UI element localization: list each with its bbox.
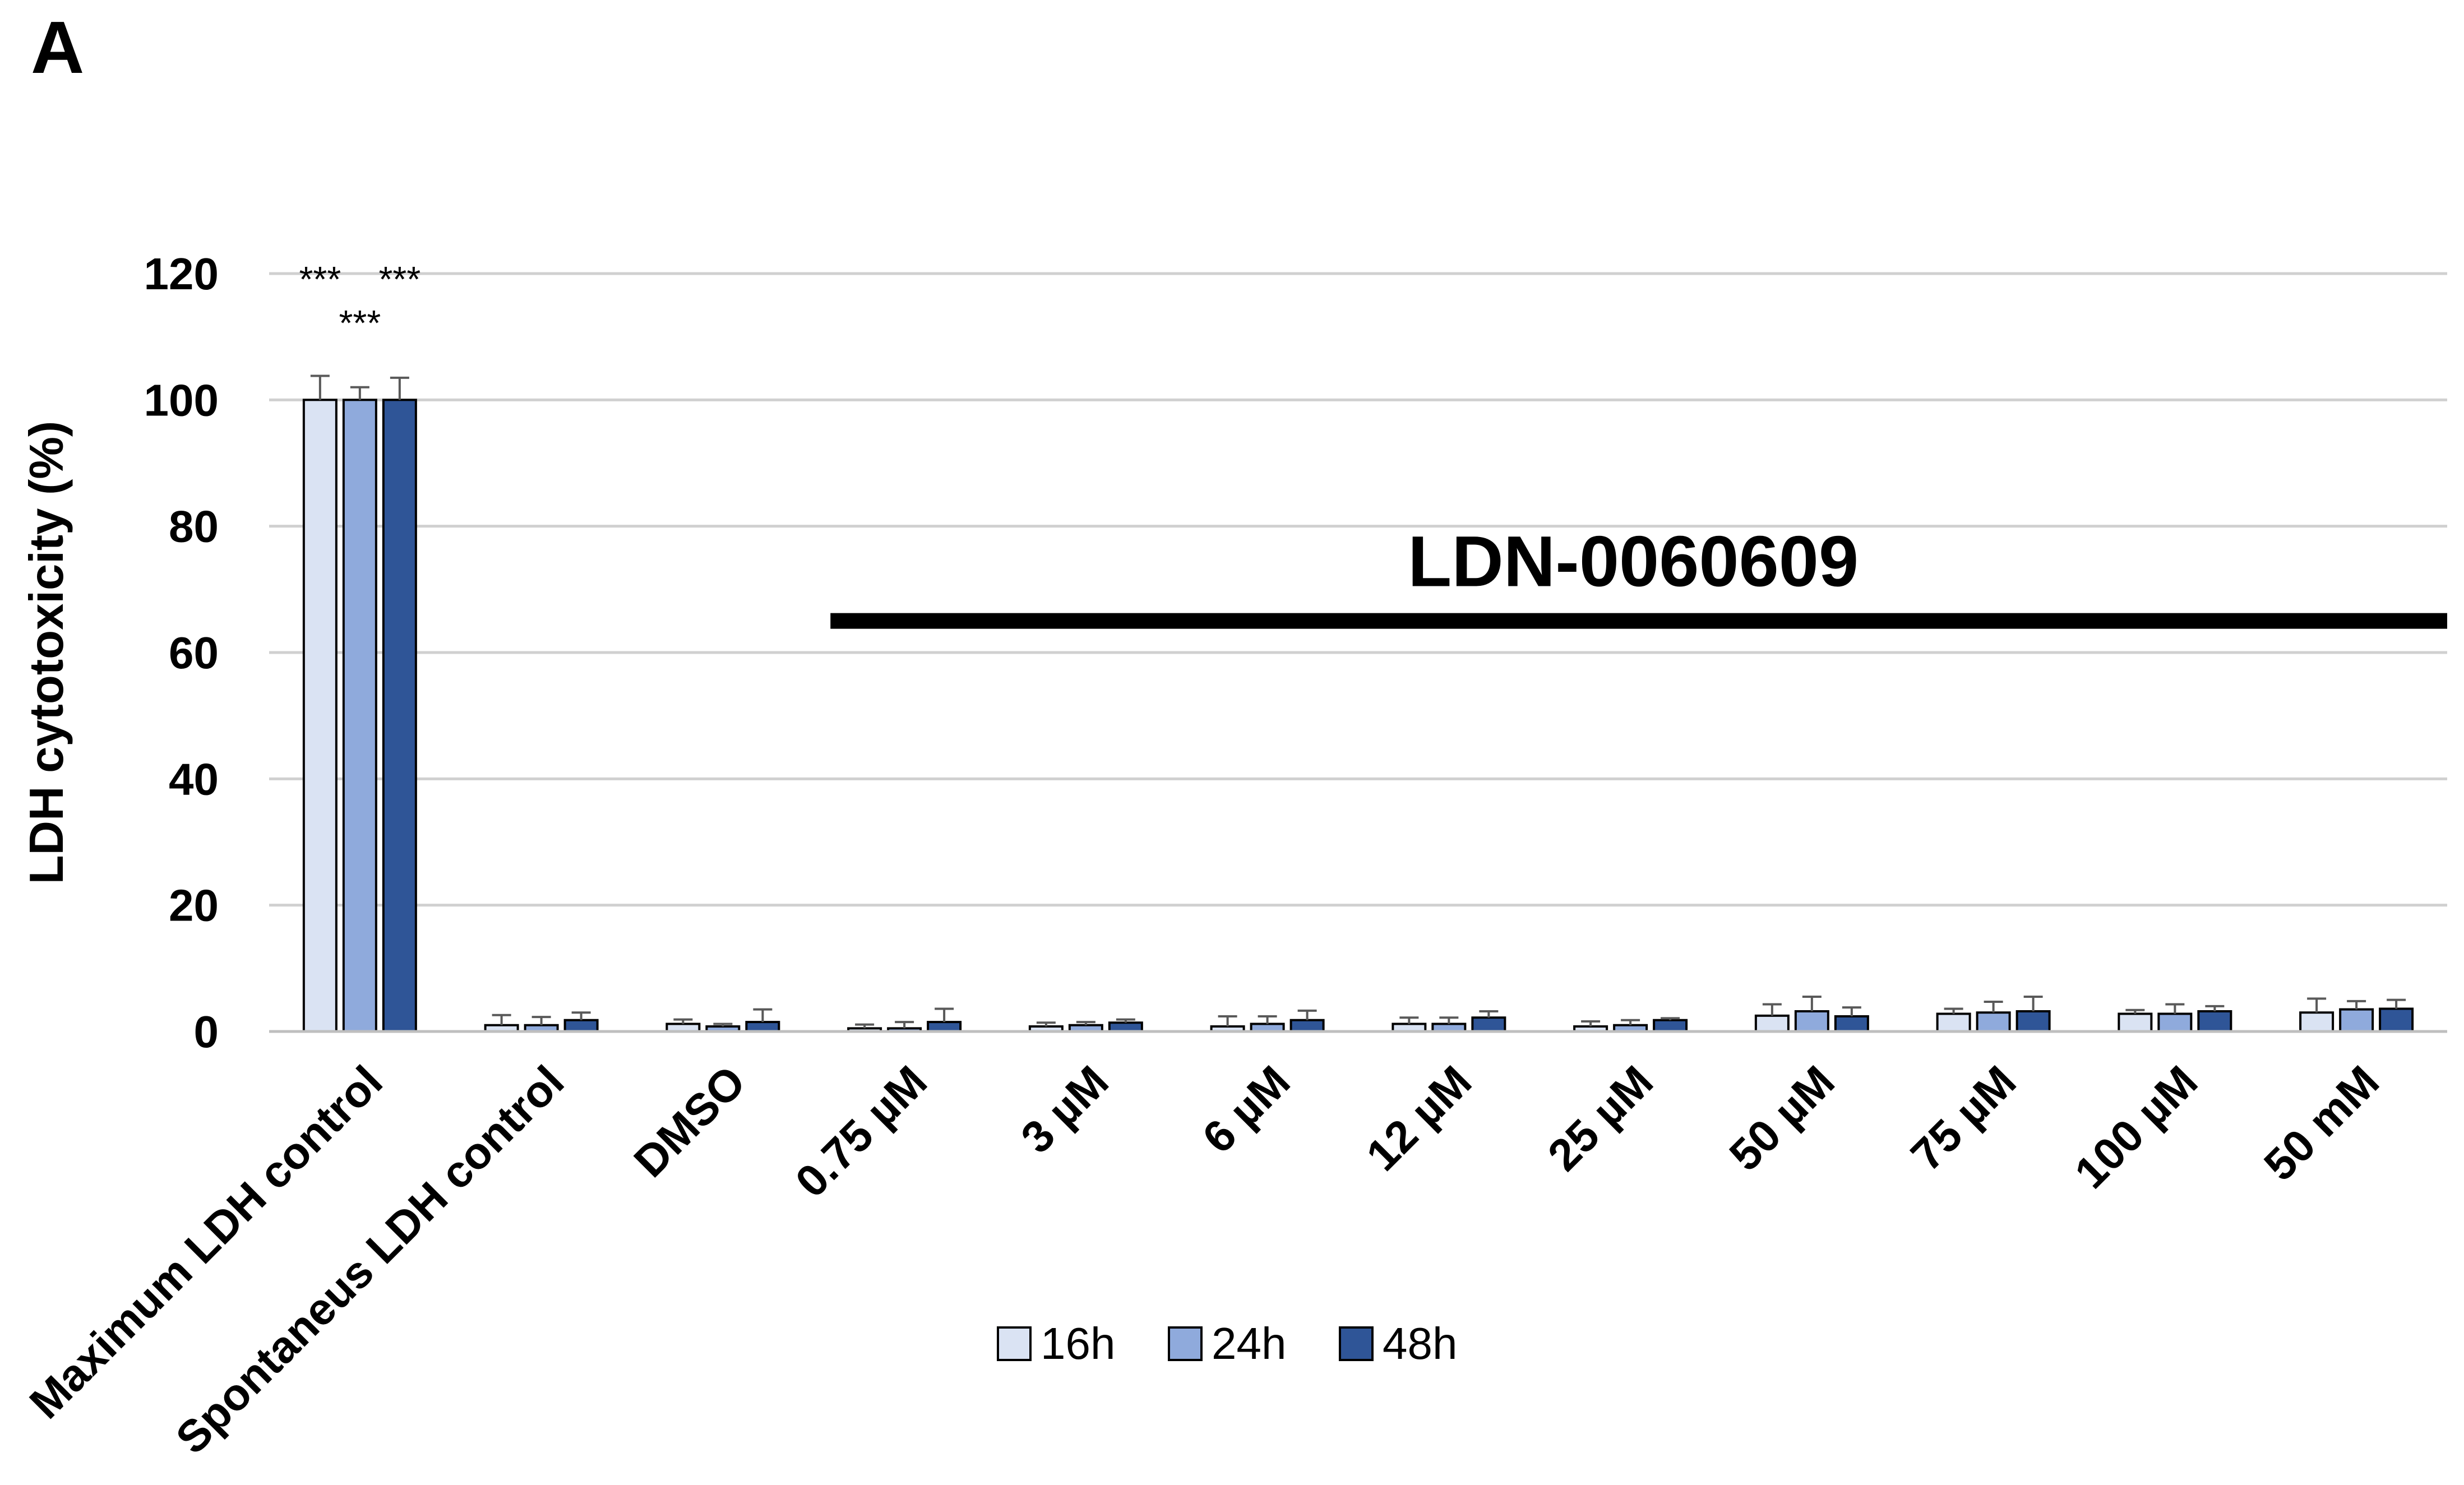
panel-label: A [31,6,84,89]
legend-swatch [997,1326,1032,1361]
y-axis-label: LDH cytotoxicity (%) [20,421,73,884]
bar [382,399,417,1033]
annotation-label: LDN-0060609 [1408,522,1859,602]
y-tick-label: 100 [144,375,219,425]
significance-markers: ********* [299,259,421,343]
bar [2379,1007,2414,1033]
y-axis: 0 20 40 60 80 100 120 [144,249,219,1057]
significance-marker: *** [339,303,381,343]
legend-label: 24h [1212,1319,1286,1368]
legend: 16h 24h 48h [997,1319,1457,1368]
significance-marker: *** [379,259,421,299]
significance-marker: *** [299,259,341,299]
y-tick-label: 120 [144,249,219,299]
bar [1289,1019,1325,1033]
compound-annotation: LDN-0060609 [830,522,2447,629]
bar [302,399,338,1033]
bar [2339,1008,2374,1033]
bar [342,399,377,1033]
y-tick-label: 0 [194,1007,219,1057]
legend-swatch [1339,1326,1374,1361]
bar [1754,1014,1790,1033]
bar [1834,1015,1869,1033]
bar [2157,1012,2193,1033]
legend-label: 48h [1383,1319,1457,1368]
bar [2197,1010,2232,1033]
legend-swatch [1168,1326,1203,1361]
bar [1936,1012,1971,1033]
bar [927,1021,962,1033]
bar [563,1019,599,1033]
bar [2299,1011,2334,1033]
legend-label: 16h [1041,1319,1115,1368]
y-tick-label: 40 [169,754,219,804]
bar [2015,1010,2051,1033]
bar [1471,1016,1506,1033]
y-tick-label: 80 [169,502,219,552]
y-tick-label: 20 [169,881,219,931]
gridlines [269,272,2447,907]
y-tick-label: 60 [169,628,219,678]
bar [745,1021,780,1033]
bar [1653,1019,1688,1033]
bar [1794,1010,1829,1033]
bar [1976,1011,2011,1033]
bar [2118,1012,2153,1033]
bar-series [302,374,2414,1033]
